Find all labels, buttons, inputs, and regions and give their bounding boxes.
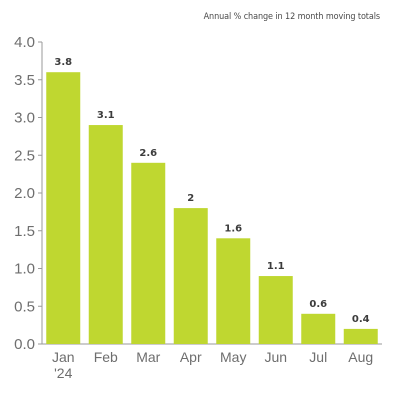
y-tick-label: 1.5 — [14, 223, 35, 240]
bar-value-label: 2.6 — [139, 148, 157, 159]
bar-value-label: 0.4 — [352, 314, 370, 325]
bar — [46, 72, 81, 344]
x-tick-label-line: May — [220, 349, 246, 365]
x-tick-label-line: '24 — [54, 365, 72, 381]
bar — [131, 162, 166, 344]
x-tick-label-line: Apr — [180, 349, 202, 365]
x-tick-label-line: Feb — [94, 349, 118, 365]
bar — [301, 313, 336, 344]
bar — [173, 208, 208, 344]
bar-value-label: 2 — [187, 193, 194, 204]
y-tick-label: 0.5 — [14, 298, 35, 315]
bar — [88, 125, 123, 344]
bar — [216, 238, 251, 344]
bar — [343, 328, 378, 344]
x-tick-label: May — [220, 349, 246, 365]
bar-value-label: 1.1 — [267, 261, 285, 272]
y-tick-label: 0.0 — [14, 336, 35, 353]
chart-subtitle: Annual % change in 12 month moving total… — [203, 12, 380, 22]
x-tick-label-line: Mar — [136, 349, 160, 365]
y-tick-label: 3.0 — [14, 110, 35, 127]
y-tick-label: 2.5 — [14, 147, 35, 164]
bar — [258, 276, 293, 344]
bar-value-label: 3.1 — [97, 110, 115, 121]
y-tick-label: 1.0 — [14, 261, 35, 278]
x-tick-label: Jul — [309, 349, 327, 365]
x-tick-label: Jan '24 — [52, 349, 75, 381]
y-tick-label: 3.5 — [14, 72, 35, 89]
y-tick-label: 2.0 — [14, 185, 35, 202]
x-tick-label-line: Jan — [52, 349, 75, 365]
x-tick-label: Mar — [136, 349, 160, 365]
x-tick-label: Apr — [180, 349, 202, 365]
bar-value-label: 0.6 — [309, 299, 327, 310]
x-tick-label: Feb — [94, 349, 118, 365]
bar-value-label: 3.8 — [54, 57, 72, 68]
x-tick-label-line: Jun — [264, 349, 287, 365]
bar-value-label: 1.6 — [224, 223, 242, 234]
x-tick-label-line: Aug — [348, 349, 373, 365]
x-tick-label: Jun — [264, 349, 287, 365]
y-tick-label: 4.0 — [14, 34, 35, 51]
x-tick-label: Aug — [348, 349, 373, 365]
x-tick-label-line: Jul — [309, 349, 327, 365]
